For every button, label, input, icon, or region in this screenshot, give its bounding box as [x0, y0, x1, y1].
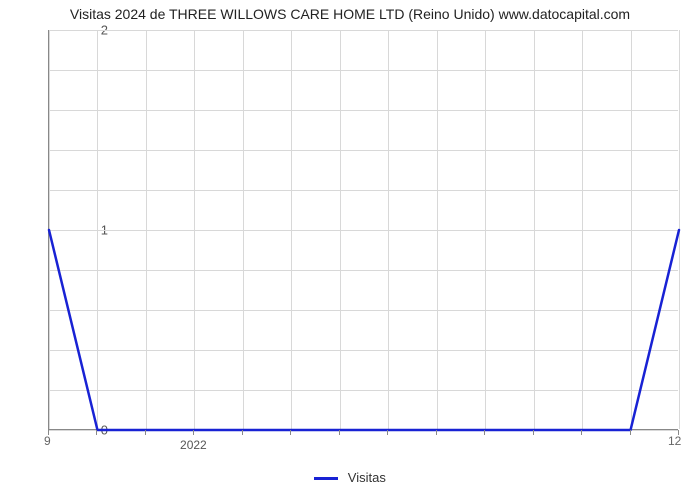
x-tick-minor: [96, 430, 97, 435]
chart-area: [48, 30, 678, 430]
x-tick-minor: [242, 430, 243, 435]
x-tick-minor: [387, 430, 388, 435]
x-right-label: 12: [668, 434, 681, 448]
x-tick-minor: [436, 430, 437, 435]
x-tick-minor: [48, 430, 49, 435]
x-tick-minor: [339, 430, 340, 435]
x-left-label: 9: [44, 434, 51, 448]
x-tick-minor: [581, 430, 582, 435]
legend-label: Visitas: [348, 470, 386, 485]
x-tick-minor: [484, 430, 485, 435]
legend: Visitas: [0, 470, 700, 485]
chart-title: Visitas 2024 de THREE WILLOWS CARE HOME …: [0, 6, 700, 22]
plot-area: [48, 30, 678, 430]
x-tick-minor: [290, 430, 291, 435]
x-tick-minor: [533, 430, 534, 435]
legend-swatch: [314, 477, 338, 480]
x-tick-minor: [193, 430, 194, 435]
chart-container: Visitas 2024 de THREE WILLOWS CARE HOME …: [0, 0, 700, 500]
x-tick-minor: [145, 430, 146, 435]
x-tick-minor: [678, 430, 679, 435]
x-tick-minor: [630, 430, 631, 435]
data-line: [49, 30, 679, 430]
x-tick-label: 2022: [180, 438, 207, 452]
